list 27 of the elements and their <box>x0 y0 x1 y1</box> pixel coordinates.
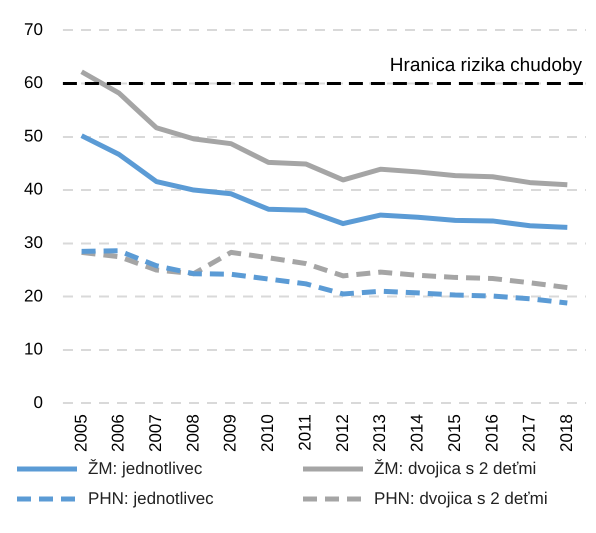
x-tick-label: 2010 <box>258 414 278 452</box>
y-tick-label: 0 <box>33 392 43 412</box>
y-tick-label: 70 <box>24 20 43 39</box>
x-tick-label: 2018 <box>557 414 576 452</box>
x-tick-label: 2011 <box>295 414 314 451</box>
x-tick-label: 2014 <box>408 414 427 452</box>
x-tick-label: 2015 <box>444 414 464 452</box>
legend-label: PHN: dvojica s 2 deťmi <box>374 489 548 509</box>
x-tick-label: 2016 <box>482 414 502 452</box>
y-tick-label: 40 <box>24 180 43 199</box>
y-tick-label: 20 <box>24 286 43 306</box>
legend-label: PHN: jednotlivec <box>88 489 214 509</box>
legend-label: ŽM: dvojica s 2 deťmi <box>374 459 536 479</box>
x-tick-label: 2007 <box>146 414 166 452</box>
x-tick-label: 2012 <box>332 414 352 452</box>
x-tick-label: 2009 <box>220 414 240 452</box>
legend-label: ŽM: jednotlivec <box>88 459 202 479</box>
x-tick-label: 2005 <box>71 414 90 452</box>
y-tick-label: 10 <box>24 340 43 359</box>
y-tick-label: 30 <box>24 233 43 252</box>
x-tick-label: 2013 <box>370 414 390 452</box>
y-tick-label: 50 <box>24 126 43 146</box>
x-tick-label: 2017 <box>520 414 539 452</box>
x-tick-label: 2008 <box>183 414 202 452</box>
ref-line-label: Hranica rizika chudoby <box>390 55 582 76</box>
x-tick-label: 2006 <box>108 414 128 452</box>
y-tick-label: 60 <box>24 73 43 92</box>
